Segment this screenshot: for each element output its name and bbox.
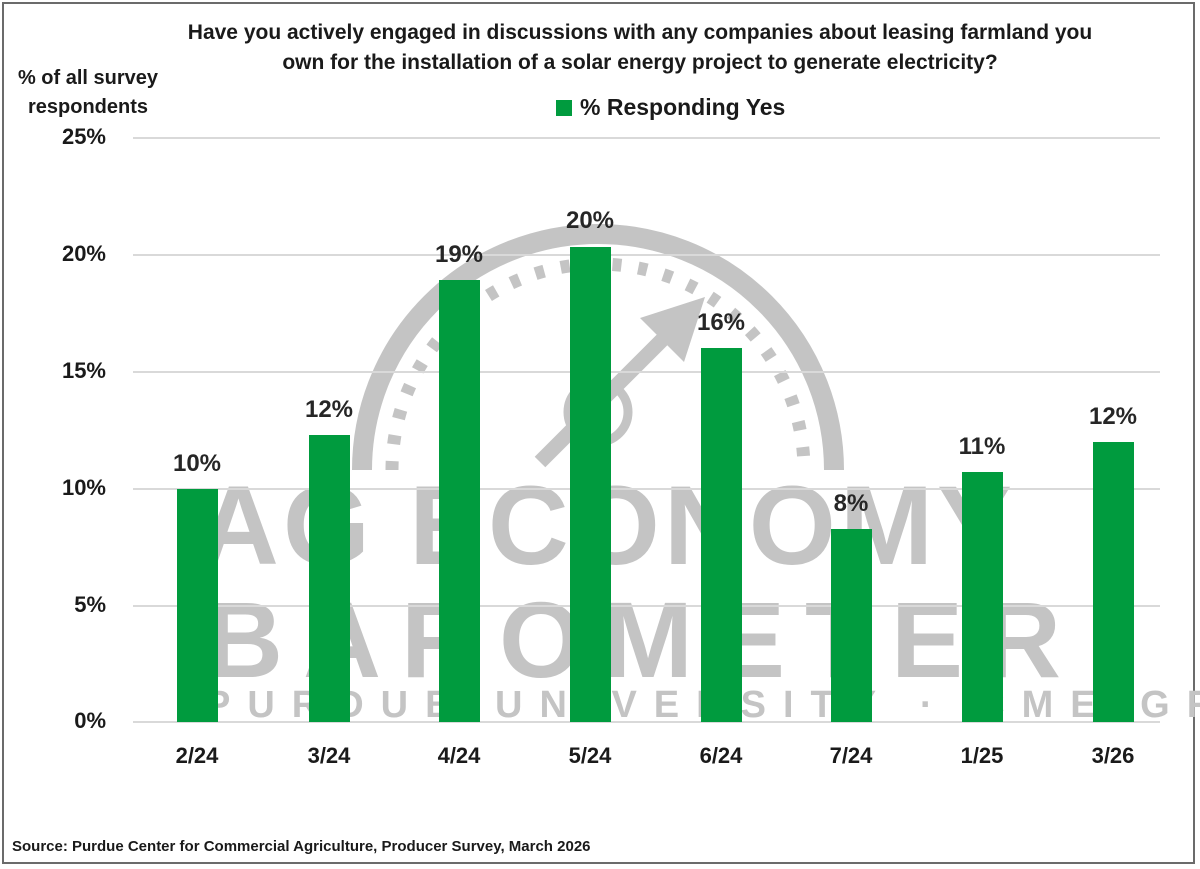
bar-2-24 xyxy=(177,489,218,722)
gridline-25 xyxy=(133,137,1160,139)
bar-value-label: 19% xyxy=(434,241,484,268)
legend-label: % Responding Yes xyxy=(580,94,786,120)
y-tick: 15% xyxy=(61,358,106,383)
gridline-0 xyxy=(133,721,1160,723)
legend-swatch xyxy=(556,99,572,116)
y-tick: 0% xyxy=(74,708,106,733)
chart-title: Have you actively engaged in discussions… xyxy=(140,18,1140,78)
bar-3-26 xyxy=(1093,442,1134,722)
bar-value-label: 10% xyxy=(172,450,222,477)
x-tick: 5/24 xyxy=(568,743,612,768)
y-axis-label-line-1: % of all survey xyxy=(17,67,159,89)
bar-value-label: 12% xyxy=(304,396,354,423)
x-tick: 3/24 xyxy=(307,743,351,768)
bar-value-label: 8% xyxy=(833,490,869,517)
legend: % Responding Yes xyxy=(556,94,785,121)
bar-value-label: 16% xyxy=(696,309,746,336)
y-tick: 25% xyxy=(61,124,106,149)
chart-title-line-1: Have you actively engaged in discussions… xyxy=(187,21,1093,44)
x-tick: 1/25 xyxy=(960,743,1004,768)
y-axis-label: % of all survey respondents xyxy=(8,64,168,122)
x-tick: 4/24 xyxy=(437,743,481,768)
y-tick: 20% xyxy=(61,241,106,266)
y-tick: 10% xyxy=(61,475,106,500)
bar-6-24 xyxy=(701,348,742,722)
source-note: Source: Purdue Center for Commercial Agr… xyxy=(12,838,591,855)
y-tick: 5% xyxy=(74,592,106,617)
y-axis-label-line-2: respondents xyxy=(27,96,149,118)
bar-value-label: 12% xyxy=(1088,403,1138,430)
bar-7-24 xyxy=(831,529,872,722)
bar-value-label: 11% xyxy=(958,433,1006,460)
x-tick: 7/24 xyxy=(829,743,873,768)
bar-1-25 xyxy=(962,472,1003,722)
gridline-15 xyxy=(133,371,1160,373)
gridline-20 xyxy=(133,254,1160,256)
bar-4-24 xyxy=(439,280,480,722)
chart-title-line-2: own for the installation of a solar ener… xyxy=(282,51,998,74)
bar-5-24 xyxy=(570,247,611,722)
x-tick: 6/24 xyxy=(699,743,743,768)
bar-3-24 xyxy=(309,435,350,722)
x-tick: 2/24 xyxy=(175,743,219,768)
gridline-10 xyxy=(133,488,1160,490)
x-tick: 3/26 xyxy=(1091,743,1135,768)
gridline-5 xyxy=(133,605,1160,607)
bar-value-label: 20% xyxy=(565,207,615,234)
